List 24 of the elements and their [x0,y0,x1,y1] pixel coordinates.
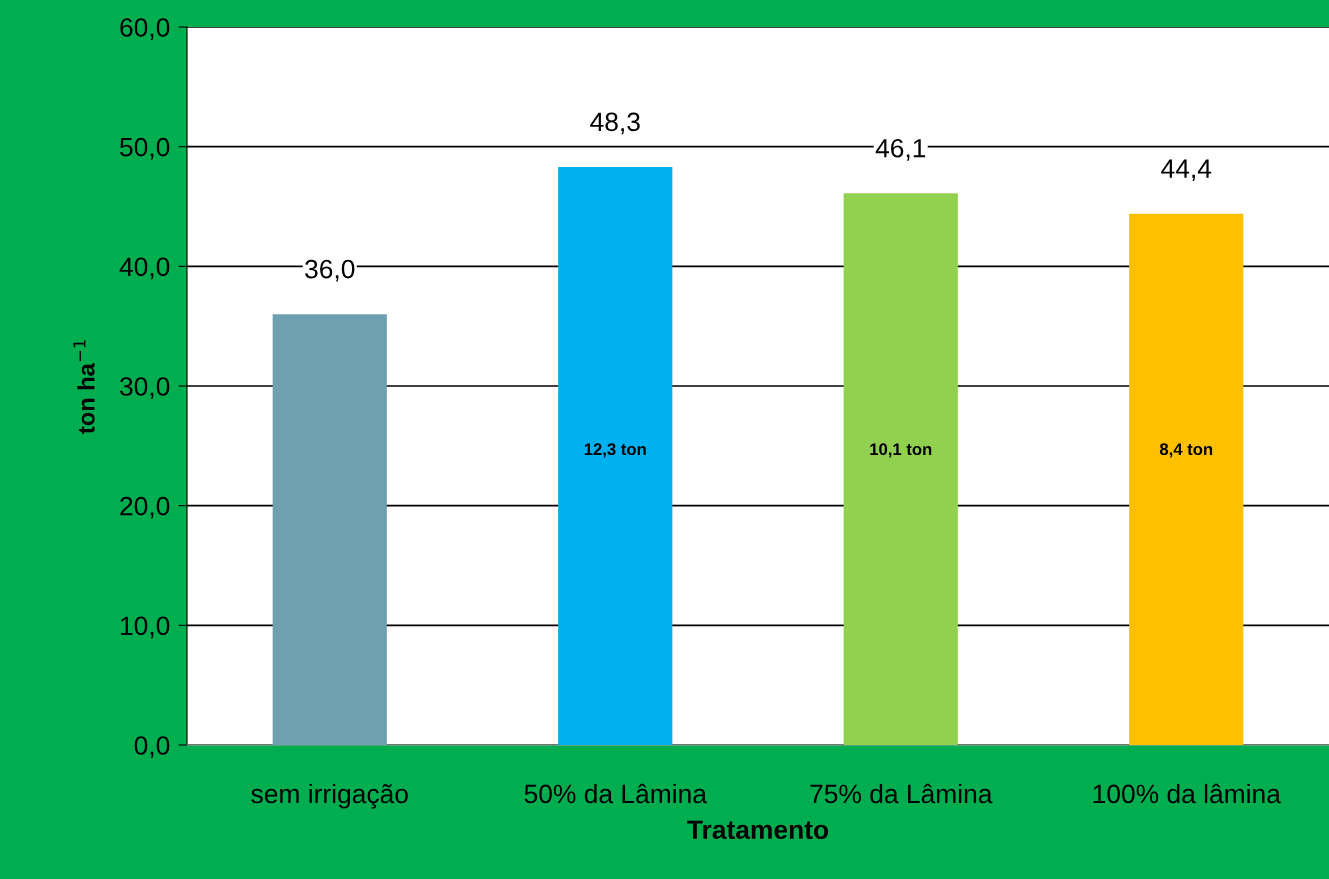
annotation: 8,4 ton [1159,443,1213,458]
annotation: 10,1 ton [870,443,932,458]
x-tick-label: 100% da lâmina [1093,783,1281,804]
data-label: 44,4 [1161,159,1212,182]
data-label: 36,0 [305,259,355,282]
annotation: 12,3 ton [584,443,646,458]
y-tick-label: 20,0 [120,496,170,519]
bar [1129,213,1244,745]
data-label: 48,3 [590,112,640,135]
data-label: 46,1 [875,138,926,161]
y-tick-label: 30,0 [119,377,170,399]
y-tick-label: 60,0 [120,18,170,40]
y-tick-label: 10,0 [120,616,170,639]
x-tick-label: 50% da Lâmina [524,783,707,804]
x-tick-label: 75% da Lâmina [810,783,993,804]
x-axis-title: Tratamento [687,820,829,840]
bar [843,193,958,745]
y-tick-label: 0,0 [134,736,170,758]
bar [272,314,387,745]
y-tick-label: 40,0 [119,257,170,280]
bar [558,167,673,745]
y-axis-title: ton ha$^{−1}$ [73,340,95,434]
x-tick-label: sem irrigação [251,783,408,809]
y-tick-label: 50,0 [120,137,170,160]
